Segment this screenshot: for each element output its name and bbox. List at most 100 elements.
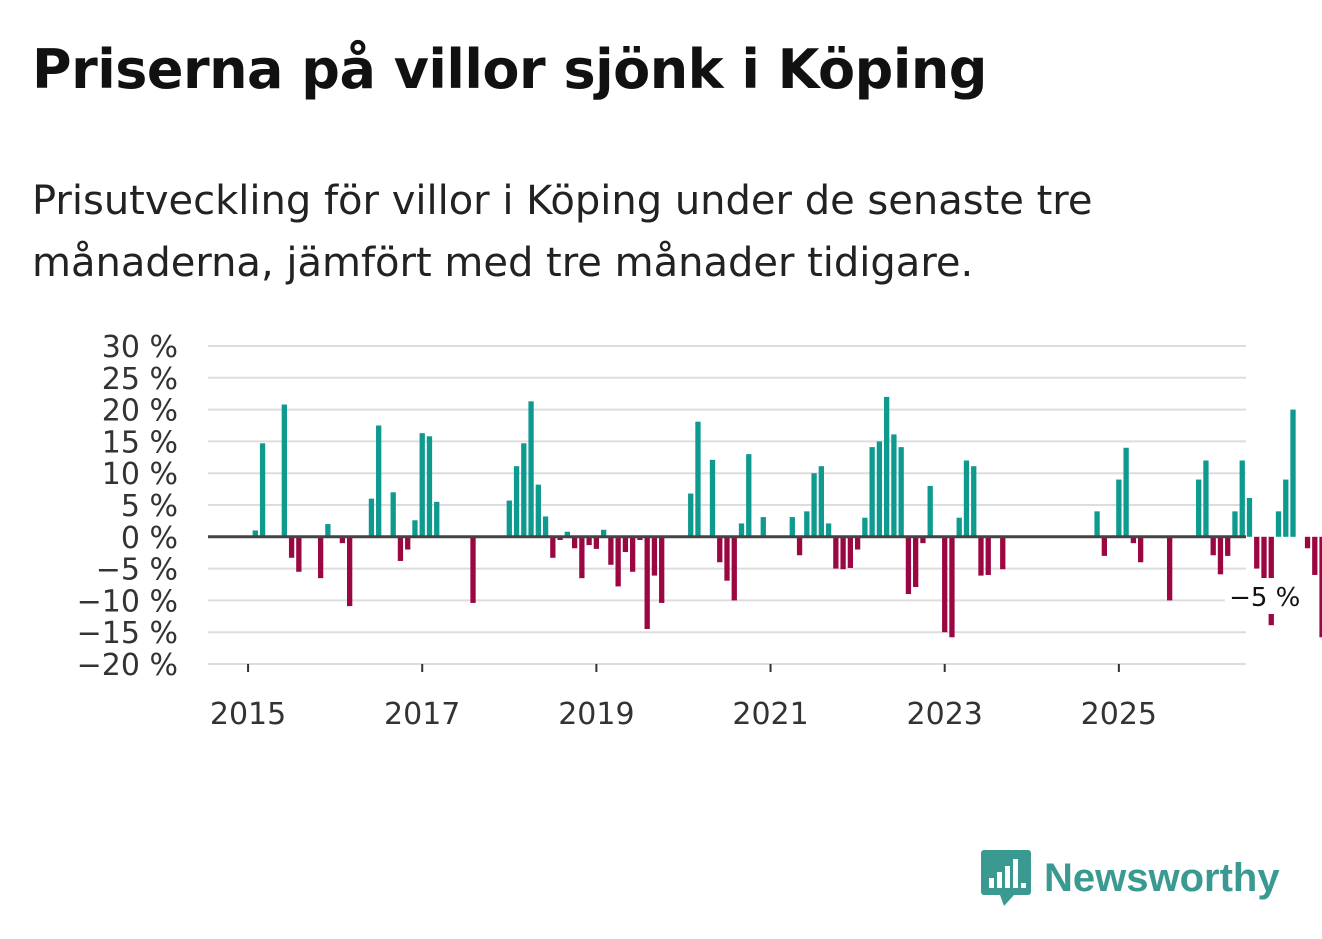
bar <box>1312 536 1318 575</box>
bar <box>1130 536 1137 544</box>
bar <box>390 492 396 537</box>
bar <box>833 536 839 569</box>
bar <box>927 485 933 537</box>
bar <box>869 447 875 537</box>
x-tick-label: 2017 <box>384 697 460 732</box>
bar <box>920 536 926 544</box>
bar <box>876 441 883 537</box>
bar <box>317 536 324 579</box>
bar <box>1239 460 1245 537</box>
bar <box>913 536 919 588</box>
axes <box>208 535 1246 672</box>
bar <box>593 536 600 549</box>
bar <box>811 473 817 537</box>
bar <box>1101 536 1107 556</box>
bar <box>600 529 607 537</box>
bar <box>637 536 643 540</box>
bar <box>644 536 650 630</box>
bar <box>557 536 563 540</box>
bar <box>296 536 302 572</box>
bar <box>528 401 534 537</box>
bar <box>905 536 912 595</box>
bar <box>405 536 411 550</box>
bar <box>579 536 585 579</box>
tick-labels: 30 %25 %20 %15 %10 %5 %0 %−5 %−10 %−15 %… <box>77 330 1305 732</box>
bar <box>564 531 570 537</box>
last-value-annotation: −5 % <box>1229 583 1300 613</box>
bar <box>288 536 295 558</box>
bar <box>1283 479 1289 537</box>
bar <box>339 536 346 544</box>
bar <box>789 517 795 537</box>
bar <box>622 536 629 553</box>
bar <box>1196 479 1202 537</box>
bar <box>1246 498 1253 537</box>
bar <box>956 517 962 537</box>
bar <box>891 434 897 537</box>
bar <box>695 421 701 537</box>
bar <box>1203 460 1209 537</box>
bar <box>688 493 694 537</box>
bar <box>426 436 433 537</box>
bar <box>709 459 716 537</box>
bar <box>1275 511 1282 537</box>
bar <box>368 498 375 537</box>
bar <box>1304 536 1311 549</box>
bars <box>252 396 1322 638</box>
x-tick-label: 2025 <box>1081 697 1157 732</box>
bar <box>1094 511 1100 537</box>
newsworthy-brand: Newsworthy <box>980 848 1280 908</box>
bar <box>898 447 904 537</box>
bar <box>252 530 258 537</box>
bar <box>1232 511 1238 537</box>
y-tick-label: 25 % <box>102 362 178 397</box>
bar <box>513 466 520 537</box>
bar <box>586 536 592 546</box>
bar <box>325 524 331 537</box>
bar <box>542 516 549 537</box>
bar <box>506 500 512 537</box>
bar <box>347 536 353 607</box>
bar <box>978 536 984 576</box>
chart-title: Priserna på villor sjönk i Köping <box>32 38 987 101</box>
bar <box>412 520 418 537</box>
chart-subtitle: Prisutveckling för villor i Köping under… <box>32 178 1093 286</box>
bar <box>818 466 824 537</box>
bar <box>259 443 266 537</box>
grid-lines <box>208 345 1246 665</box>
x-tick-label: 2023 <box>907 697 983 732</box>
bar <box>1123 447 1129 537</box>
bar <box>419 433 425 537</box>
bar <box>1254 536 1260 569</box>
bar <box>1000 536 1006 570</box>
bar <box>724 536 730 581</box>
bar <box>615 536 621 587</box>
bar <box>1116 479 1122 537</box>
brand-name: Newsworthy <box>1044 855 1280 900</box>
bar <box>847 536 854 568</box>
bar <box>376 425 382 537</box>
bar <box>1225 536 1231 556</box>
bar <box>760 517 766 537</box>
bar <box>571 536 578 549</box>
bar <box>804 511 810 537</box>
bar <box>796 536 803 556</box>
newsworthy-logo-icon <box>981 850 1031 906</box>
y-tick-label: −20 % <box>77 648 178 683</box>
y-tick-label: 30 % <box>102 330 178 365</box>
y-tick-label: 10 % <box>102 457 178 492</box>
y-tick-label: −15 % <box>77 616 178 651</box>
x-tick-label: 2015 <box>210 697 286 732</box>
y-tick-label: 5 % <box>121 489 178 524</box>
bar <box>825 523 832 537</box>
bar <box>963 460 970 537</box>
bar <box>397 536 404 561</box>
annotation-background <box>1224 578 1305 614</box>
x-tick-label: 2019 <box>558 697 634 732</box>
bar <box>1210 536 1216 556</box>
y-tick-label: 0 % <box>121 521 178 556</box>
bar <box>521 443 527 537</box>
bar <box>884 396 890 537</box>
bar <box>608 536 614 565</box>
bar <box>862 517 868 537</box>
